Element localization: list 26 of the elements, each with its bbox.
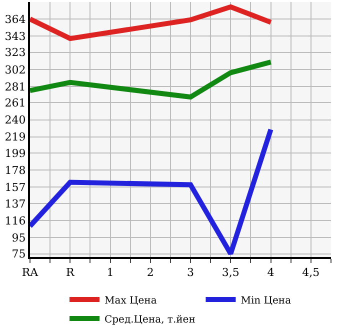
x-tick-label: 4 bbox=[267, 266, 274, 280]
y-tick-label: 157 bbox=[4, 181, 26, 194]
y-tick-label: 95 bbox=[12, 231, 26, 244]
y-tick-label: 240 bbox=[4, 114, 26, 127]
legend-label: Сред.Цена, т.йен bbox=[104, 314, 196, 326]
y-tick-label: 199 bbox=[4, 146, 26, 160]
y-tick-label: 343 bbox=[4, 30, 26, 43]
x-tick-label: R bbox=[66, 266, 75, 280]
y-tick-label: 302 bbox=[4, 63, 26, 76]
y-tick-label: 261 bbox=[4, 96, 26, 110]
y-tick-label: 116 bbox=[4, 214, 26, 228]
legend-label: Max Цена bbox=[104, 295, 157, 306]
x-tick-label: RA bbox=[22, 266, 40, 280]
legend-label: Min Цена bbox=[240, 295, 292, 306]
y-tick-label: 281 bbox=[4, 80, 26, 94]
y-tick-label: 137 bbox=[4, 197, 26, 210]
x-tick-label: 3,5 bbox=[222, 266, 240, 280]
y-tick-label: 75 bbox=[12, 248, 26, 261]
y-tick-label: 323 bbox=[4, 46, 26, 60]
x-tick-label: 2 bbox=[146, 266, 154, 280]
y-tick-label: 364 bbox=[4, 12, 26, 26]
x-tick-label: 4,5 bbox=[302, 266, 320, 280]
x-tick-label: 1 bbox=[106, 266, 114, 280]
y-tick-label: 178 bbox=[4, 164, 26, 177]
x-tick-label: 3 bbox=[187, 266, 194, 280]
y-tick-label: 219 bbox=[4, 130, 26, 144]
